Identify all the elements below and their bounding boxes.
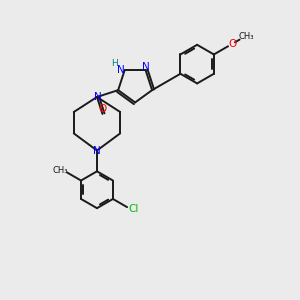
Text: O: O <box>229 39 237 49</box>
Text: N: N <box>142 61 149 72</box>
Text: N: N <box>117 64 125 75</box>
Text: N: N <box>94 92 101 102</box>
Text: O: O <box>98 103 106 114</box>
Text: N: N <box>92 146 100 155</box>
Text: Cl: Cl <box>128 204 139 214</box>
Text: CH₃: CH₃ <box>53 167 68 176</box>
Text: H: H <box>111 59 118 68</box>
Text: CH₃: CH₃ <box>238 32 254 41</box>
